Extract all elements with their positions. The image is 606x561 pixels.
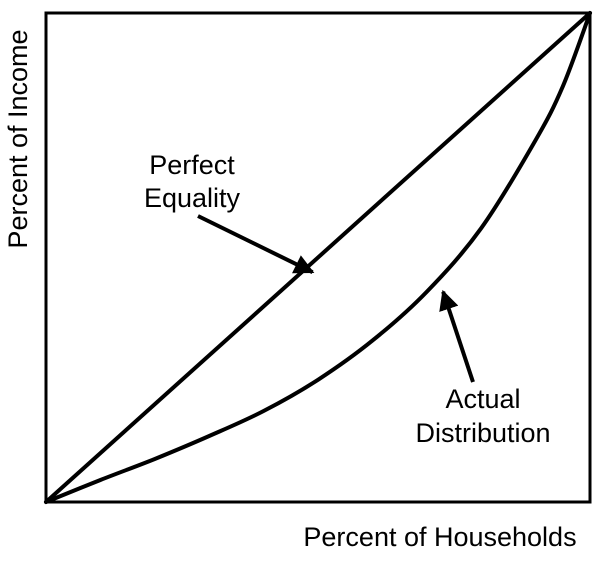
series-layer [44, 11, 592, 504]
x-axis-label: Percent of Households [303, 522, 576, 552]
plot-frame [44, 11, 592, 504]
y-axis-label: Percent of Income [3, 29, 33, 248]
actual-distribution-annotation: Actual Distribution [415, 289, 551, 448]
actual-distribution-curve [44, 11, 592, 504]
actual-distribution-annotation-arrow [439, 289, 475, 383]
perfect-equality-line [44, 11, 592, 504]
perfect-equality-annotation-arrow [197, 214, 315, 274]
perfect-equality-annotation-line-1: Equality [144, 183, 241, 213]
actual-distribution-annotation-line-1: Distribution [415, 418, 550, 448]
perfect-equality-annotation-line-0: Perfect [149, 150, 235, 180]
actual-distribution-annotation-line-0: Actual [445, 384, 520, 414]
